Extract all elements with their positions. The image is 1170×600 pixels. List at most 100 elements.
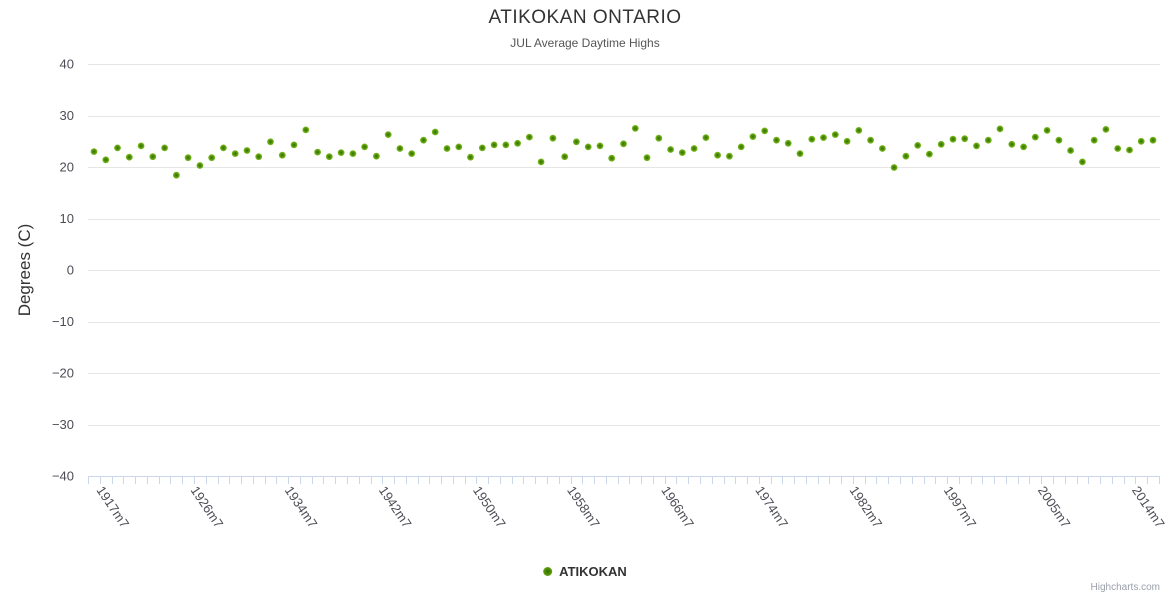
data-point[interactable] — [631, 124, 639, 132]
data-point[interactable] — [149, 153, 157, 161]
y-axis-label: −40 — [52, 469, 74, 484]
data-point[interactable] — [267, 138, 274, 146]
data-point[interactable] — [820, 134, 827, 142]
data-point[interactable] — [902, 152, 910, 160]
data-point[interactable] — [761, 127, 769, 135]
data-point[interactable] — [702, 134, 710, 142]
data-point[interactable] — [1114, 145, 1122, 152]
data-point[interactable] — [937, 140, 945, 148]
data-point[interactable] — [478, 144, 486, 152]
data-point[interactable] — [961, 135, 969, 143]
data-point[interactable] — [596, 142, 604, 150]
data-point[interactable] — [1102, 125, 1110, 133]
data-point[interactable] — [537, 158, 545, 166]
legend-marker-icon — [543, 567, 553, 576]
data-point[interactable] — [337, 149, 345, 157]
x-axis-label: 1958m7 — [564, 483, 603, 530]
data-point[interactable] — [561, 153, 569, 161]
data-point[interactable] — [655, 134, 663, 142]
data-point[interactable] — [125, 153, 133, 161]
data-point[interactable] — [1137, 137, 1145, 145]
data-point[interactable] — [255, 153, 263, 161]
data-point[interactable] — [584, 143, 592, 151]
data-point[interactable] — [514, 139, 521, 147]
data-point[interactable] — [573, 138, 580, 146]
x-axis-label: 1966m7 — [658, 483, 697, 530]
data-point[interactable] — [1008, 140, 1016, 148]
data-point[interactable] — [808, 135, 816, 143]
data-point[interactable] — [879, 145, 886, 152]
chart-title: ATIKOKAN ONTARIO — [488, 7, 682, 28]
data-point[interactable] — [678, 149, 686, 157]
data-point[interactable] — [1149, 136, 1157, 144]
data-point[interactable] — [1020, 143, 1027, 151]
data-point[interactable] — [549, 134, 557, 142]
data-point[interactable] — [220, 144, 227, 152]
data-point[interactable] — [243, 147, 251, 154]
data-point[interactable] — [855, 126, 863, 134]
legend-item-atikokan[interactable]: ATIKOKAN — [543, 564, 627, 579]
data-point[interactable] — [749, 133, 757, 141]
data-point[interactable] — [290, 141, 298, 149]
data-point[interactable] — [90, 148, 98, 156]
data-point[interactable] — [102, 156, 110, 164]
data-point[interactable] — [526, 133, 533, 141]
data-point[interactable] — [431, 128, 439, 136]
data-point[interactable] — [737, 143, 745, 151]
data-point[interactable] — [455, 143, 463, 151]
data-point[interactable] — [690, 145, 698, 152]
data-point[interactable] — [467, 153, 474, 161]
data-point[interactable] — [408, 150, 416, 158]
data-point[interactable] — [302, 126, 310, 134]
data-point[interactable] — [773, 136, 780, 144]
data-point[interactable] — [973, 142, 980, 150]
data-point[interactable] — [349, 150, 357, 158]
data-point[interactable] — [1067, 147, 1074, 154]
data-point[interactable] — [1055, 136, 1063, 144]
data-point[interactable] — [231, 150, 239, 158]
data-point[interactable] — [184, 154, 192, 162]
data-point[interactable] — [361, 143, 368, 151]
data-point[interactable] — [1043, 126, 1051, 134]
data-point[interactable] — [161, 144, 169, 152]
data-point[interactable] — [643, 154, 651, 162]
data-point[interactable] — [196, 162, 204, 169]
data-point[interactable] — [114, 144, 121, 152]
data-point[interactable] — [173, 171, 180, 179]
data-point[interactable] — [443, 145, 451, 152]
data-point[interactable] — [867, 136, 874, 144]
data-point[interactable] — [420, 136, 427, 144]
data-point[interactable] — [396, 145, 404, 152]
data-point[interactable] — [1079, 158, 1086, 166]
data-point[interactable] — [1090, 136, 1098, 144]
data-point[interactable] — [914, 142, 922, 149]
data-point[interactable] — [620, 140, 627, 148]
data-point[interactable] — [984, 136, 992, 144]
data-point[interactable] — [278, 151, 286, 159]
data-point[interactable] — [843, 137, 851, 145]
data-point[interactable] — [608, 154, 616, 162]
data-point[interactable] — [926, 150, 933, 158]
data-point[interactable] — [949, 135, 957, 143]
data-point[interactable] — [726, 152, 733, 160]
data-point[interactable] — [784, 139, 792, 147]
data-point[interactable] — [502, 141, 510, 149]
data-point[interactable] — [714, 151, 721, 159]
highcharts-credit-link[interactable]: Highcharts.com — [1090, 582, 1160, 593]
data-point[interactable] — [831, 131, 839, 139]
data-point[interactable] — [325, 153, 333, 161]
data-point[interactable] — [996, 125, 1004, 133]
data-point[interactable] — [384, 131, 392, 139]
data-point[interactable] — [137, 142, 145, 150]
data-point[interactable] — [208, 154, 216, 162]
data-point[interactable] — [373, 152, 380, 160]
data-point[interactable] — [490, 141, 498, 149]
data-point[interactable] — [890, 164, 898, 171]
data-point[interactable] — [1031, 133, 1039, 141]
data-point[interactable] — [1126, 146, 1133, 154]
legend-series-label: ATIKOKAN — [559, 564, 627, 579]
data-point[interactable] — [796, 150, 804, 158]
data-point[interactable] — [314, 148, 321, 156]
data-point[interactable] — [667, 146, 674, 153]
